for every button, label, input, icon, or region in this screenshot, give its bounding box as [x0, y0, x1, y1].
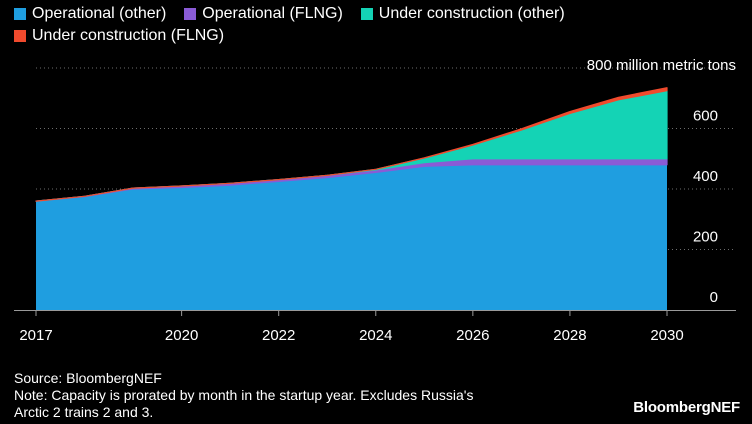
legend-item-operational-flng: Operational (FLNG)	[184, 4, 343, 24]
y-tick-label-200: 200	[693, 229, 718, 246]
area-series-under-construction-flng	[35, 87, 668, 202]
footnote-line-2: Arctic 2 trains 2 and 3.	[14, 404, 154, 420]
legend-swatch-under-construction-flng	[14, 30, 26, 42]
y-tick-label-0: 0	[710, 289, 718, 306]
legend-item-under-construction-flng: Under construction (FLNG)	[14, 26, 224, 46]
area-layer	[35, 87, 668, 310]
chart-notes: Source: BloombergNEF Note: Capacity is p…	[14, 370, 473, 421]
x-tick-label-2028: 2028	[553, 327, 586, 344]
x-tick-label-2020: 2020	[165, 327, 198, 344]
legend-label-under-construction-flng: Under construction (FLNG)	[32, 27, 225, 44]
legend-item-under-construction-other: Under construction (other)	[360, 4, 565, 24]
x-tick-label-2024: 2024	[359, 327, 392, 344]
x-tick-label-2022: 2022	[262, 327, 295, 344]
footnote-line-1: Note: Capacity is prorated by month in t…	[14, 387, 474, 403]
legend-swatch-operational-flng	[184, 8, 197, 20]
x-tick-label-2026: 2026	[456, 327, 489, 344]
y-axis-unit-label: 800 million metric tons	[587, 57, 736, 74]
x-tick-label-2017: 2017	[19, 327, 52, 344]
legend-label-operational-flng: Operational (FLNG)	[202, 5, 343, 22]
legend-label-operational-other: Operational (other)	[32, 5, 167, 22]
y-tick-label-600: 600	[693, 108, 718, 125]
brand-logo: BloombergNEF	[633, 399, 740, 416]
chart-legend: Operational (other) Operational (FLNG) U…	[14, 4, 734, 46]
legend-swatch-operational-other	[14, 8, 26, 20]
axis-layer: 2017 2020 2022 2024 2026 2028 2030 0 200 400 600	[14, 108, 736, 344]
legend-swatch-under-construction-other	[360, 8, 373, 20]
y-tick-label-400: 400	[693, 168, 718, 185]
legend-item-operational-other: Operational (other)	[14, 4, 166, 24]
area-series-operational-other	[36, 164, 667, 310]
x-tick-label-2030: 2030	[650, 327, 683, 344]
legend-label-under-construction-other: Under construction (other)	[378, 5, 565, 22]
source-note: Source: BloombergNEF	[14, 370, 162, 386]
